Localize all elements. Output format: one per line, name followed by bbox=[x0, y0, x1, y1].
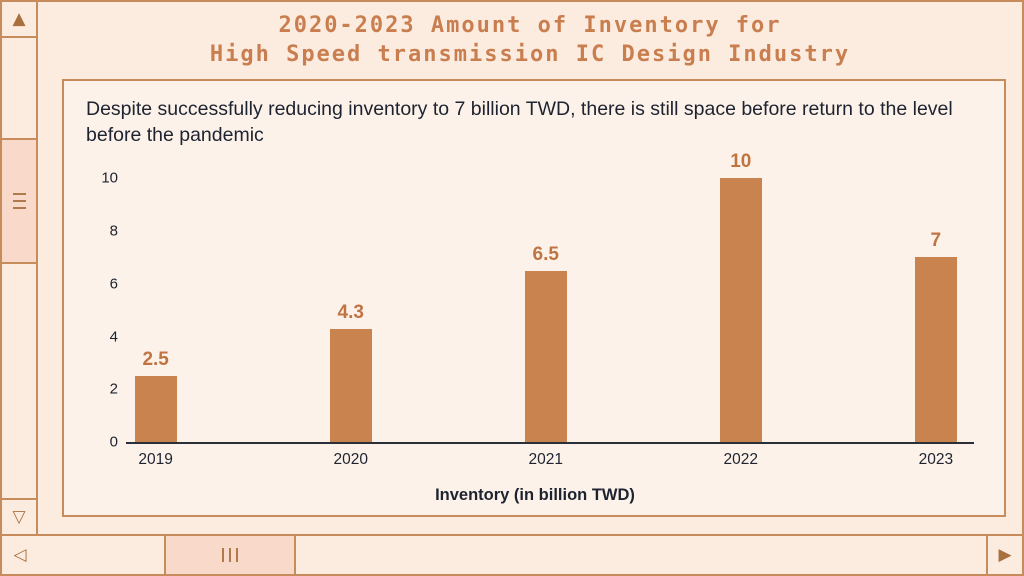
bar bbox=[914, 257, 957, 443]
x-axis-tick-label: 2023 bbox=[918, 451, 954, 469]
y-axis-tick-label: 2 bbox=[109, 380, 118, 398]
bar bbox=[329, 328, 372, 443]
scroll-up-button[interactable]: ▲ bbox=[2, 2, 36, 38]
horizontal-scrollbar[interactable]: ◁ ▶ bbox=[2, 534, 1022, 576]
y-axis-tick-label: 6 bbox=[109, 275, 118, 293]
bar-group: 10 2022 bbox=[719, 151, 762, 468]
chart-subtitle: Despite successfully reducing inventory … bbox=[86, 97, 953, 146]
scroll-right-button[interactable]: ▶ bbox=[986, 536, 1022, 574]
scroll-left-icon: ◁ bbox=[13, 544, 27, 565]
y-axis-tick-label: 0 bbox=[109, 433, 118, 451]
vertical-scrollbar[interactable]: ▲ ▽ bbox=[0, 2, 38, 534]
x-axis-tick-label: 2021 bbox=[528, 451, 563, 469]
y-axis-tick-label: 8 bbox=[109, 222, 118, 240]
bar-group: 2.5 2019 bbox=[134, 178, 177, 468]
grip-lines-icon bbox=[12, 193, 26, 195]
bar-value-label: 7 bbox=[930, 230, 942, 252]
page-title-line-1: 2020-2023 Amount of Inventory for bbox=[278, 13, 782, 38]
x-axis-tick-label: 2022 bbox=[723, 451, 759, 469]
bar-group: 7 2023 bbox=[914, 178, 957, 468]
scroll-down-icon: ▽ bbox=[12, 506, 26, 527]
scroll-down-button[interactable]: ▽ bbox=[2, 498, 36, 534]
bar bbox=[524, 270, 567, 443]
x-axis-tick-label: 2020 bbox=[333, 451, 368, 469]
horizontal-scroll-track[interactable] bbox=[38, 534, 986, 576]
bar bbox=[134, 376, 177, 443]
y-axis-tick-label: 4 bbox=[109, 328, 118, 346]
grip-lines-icon bbox=[222, 548, 224, 562]
bar-chart: 0 2 4 6 8 10 2.5 2019 4.3 2020 6.5 2021 10 2022 7 2023 bbox=[101, 151, 974, 468]
grip-lines-icon bbox=[12, 207, 26, 209]
bar-group: 4.3 2020 bbox=[329, 178, 372, 468]
grip-lines-icon bbox=[12, 200, 26, 202]
x-axis-title: Inventory (in billion TWD) bbox=[435, 486, 635, 505]
chart-area: 0 2 4 6 8 10 2.5 2019 4.3 2020 6.5 2021 10 2022 7 2023 bbox=[101, 151, 974, 468]
y-axis-tick-label: 10 bbox=[101, 169, 118, 187]
bar-value-label: 6.5 bbox=[532, 243, 559, 265]
bar-group: 6.5 2021 bbox=[524, 178, 567, 468]
bar-value-label: 4.3 bbox=[337, 301, 364, 323]
x-axis-tick-label: 2019 bbox=[138, 451, 173, 469]
vertical-scroll-track[interactable] bbox=[0, 38, 38, 498]
scroll-up-icon: ▲ bbox=[12, 8, 26, 29]
main-content: 2020-2023 Amount of Inventory for High S… bbox=[38, 2, 1022, 534]
page-title: 2020-2023 Amount of Inventory for High S… bbox=[38, 2, 1022, 70]
vertical-scroll-thumb[interactable] bbox=[0, 138, 38, 264]
chart-panel: Despite successfully reducing inventory … bbox=[62, 78, 1006, 518]
grip-lines-icon bbox=[229, 548, 231, 562]
bar-value-label: 10 bbox=[730, 151, 752, 173]
scroll-right-icon: ▶ bbox=[998, 544, 1012, 565]
grip-lines-icon bbox=[236, 548, 238, 562]
page-title-line-2: High Speed transmission IC Design Indust… bbox=[209, 42, 851, 68]
bar-value-label: 2.5 bbox=[142, 349, 169, 371]
bar bbox=[719, 178, 762, 443]
horizontal-scroll-thumb[interactable] bbox=[164, 534, 296, 576]
scroll-left-button[interactable]: ◁ bbox=[2, 536, 38, 574]
